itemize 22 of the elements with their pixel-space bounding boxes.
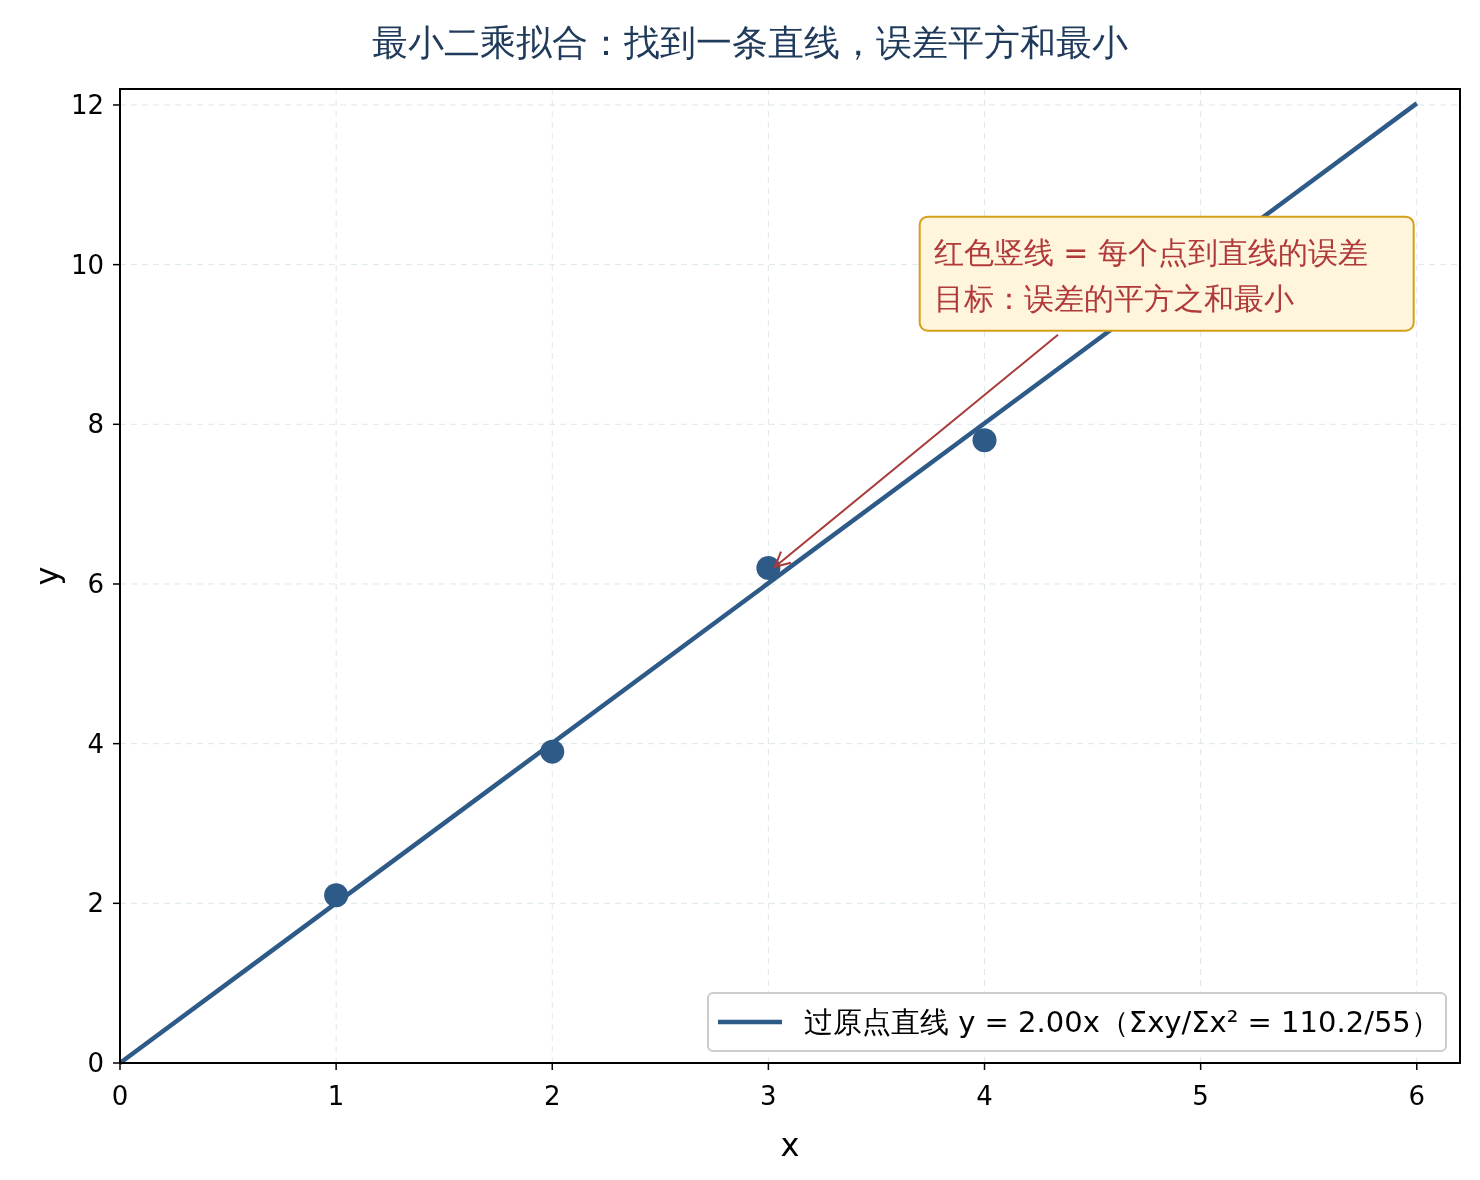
y-tick-label: 8 <box>87 409 104 440</box>
x-tick-label: 2 <box>543 1081 561 1111</box>
x-tick-label: 3 <box>760 1081 777 1111</box>
y-axis-title: y <box>28 566 66 586</box>
x-axis-title: x <box>780 1126 800 1164</box>
point <box>972 428 997 453</box>
annotation: 红色竖线 = 每个点到直线的误差 <box>933 234 1368 270</box>
y-tick-label: 0 <box>87 1048 104 1078</box>
point <box>756 556 781 581</box>
x-tick-label: 5 <box>1192 1081 1209 1111</box>
x-tick-label: 4 <box>976 1081 993 1111</box>
y-tick-label: 6 <box>87 568 104 599</box>
x-tick-label: 6 <box>1408 1081 1426 1111</box>
y-tick-label: 10 <box>70 249 104 280</box>
y-tick-label: 2 <box>87 888 104 919</box>
x-tick-label: 0 <box>111 1081 129 1111</box>
y-tick-label: 12 <box>70 89 104 120</box>
x-tick-label: 1 <box>327 1081 345 1111</box>
legend-label: 过原点直线 y = 2.00x（Σxy/Σx² = 110.2/55） <box>804 1005 1440 1039</box>
y-tick-label: 4 <box>87 728 104 759</box>
annotation: 目标：误差的平方之和最小 <box>933 280 1294 316</box>
chart-title: 最小二乘拟合：找到一条直线，误差平方和最小 <box>372 22 1128 63</box>
